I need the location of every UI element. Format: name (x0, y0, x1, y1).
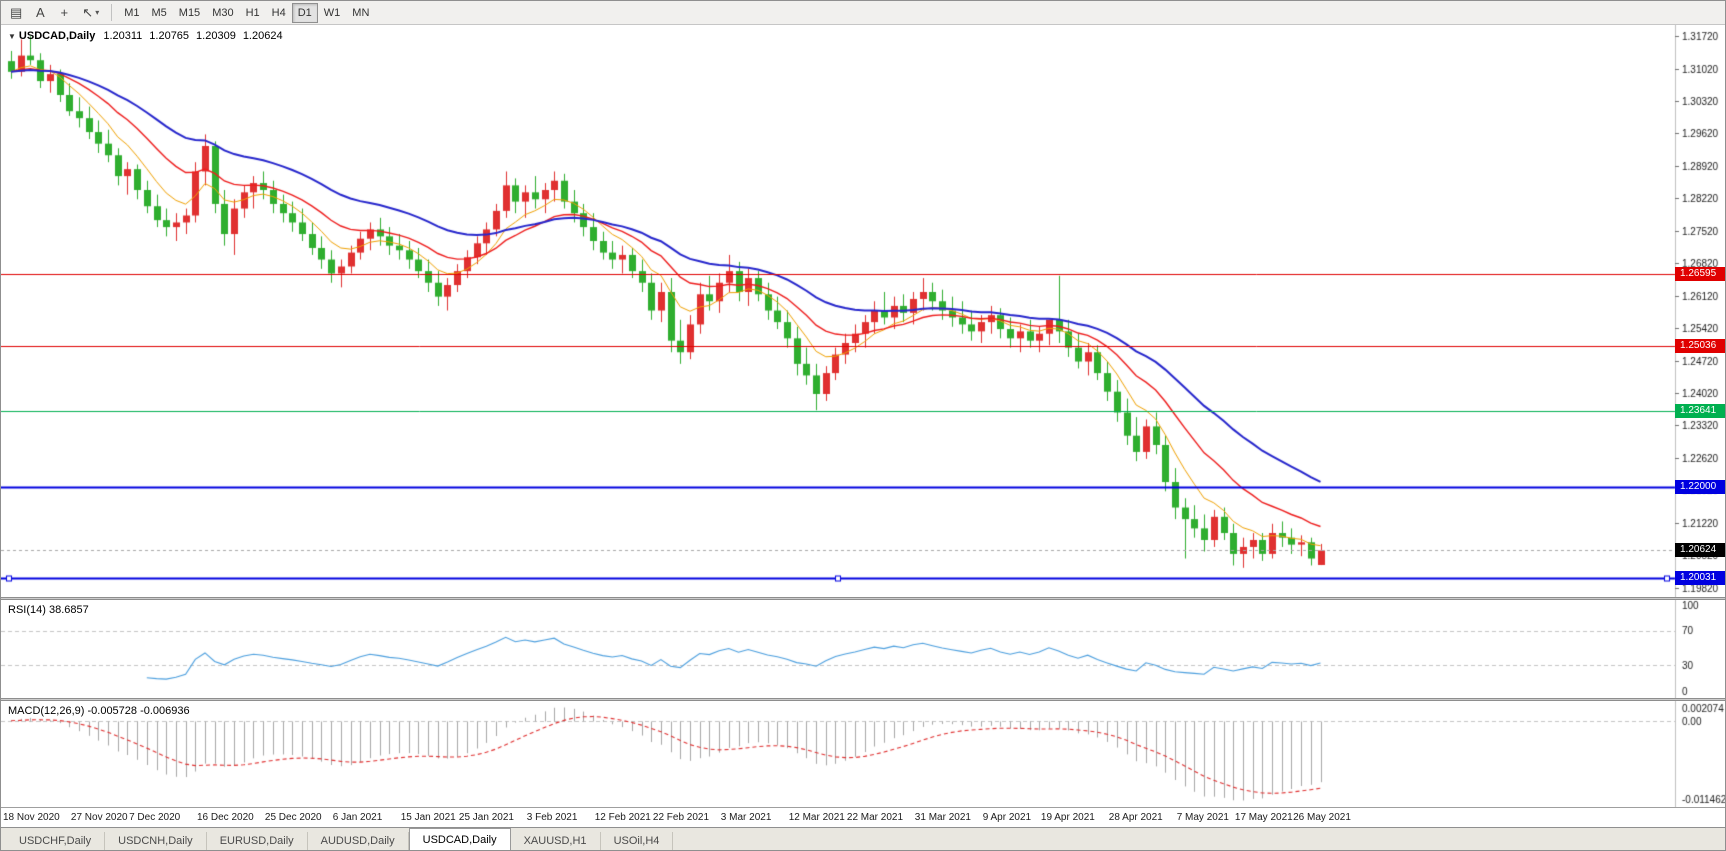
date-label: 12 Mar 2021 (788, 812, 845, 823)
date-label: 26 May 2021 (1293, 812, 1351, 823)
date-label: 7 May 2021 (1176, 812, 1229, 823)
ohlc-close: 1.20624 (242, 30, 283, 42)
panel-divider[interactable] (1, 698, 1725, 701)
date-label: 12 Feb 2021 (594, 812, 651, 823)
macd-indicator-label: MACD(12,26,9) -0.005728 -0.006936 (8, 705, 190, 717)
hline-price-tag[interactable]: 1.22000 (1675, 479, 1725, 494)
current-price-tag: 1.20624 (1675, 543, 1725, 558)
date-label: 27 Nov 2020 (70, 812, 128, 823)
date-label: 17 May 2021 (1234, 812, 1293, 823)
timeframe-mn-button[interactable]: MN (346, 3, 375, 23)
symbol-tabbar: USDCHF,Daily USDCNH,Daily EURUSD,Daily A… (1, 827, 1725, 850)
draw-arrow-icon: ↖ (82, 4, 94, 20)
hline-price-tag[interactable]: 1.20031 (1675, 570, 1725, 585)
rsi-name: RSI(14) (8, 604, 46, 616)
chart-symbol-label: USDCAD,Daily (18, 30, 96, 42)
hline-price-tag[interactable]: 1.26595 (1675, 266, 1725, 281)
timeframe-m1-button[interactable]: M1 (118, 3, 145, 23)
macd-panel-canvas[interactable] (1, 701, 1725, 807)
tab-usdcad-daily[interactable]: USDCAD,Daily (408, 828, 511, 850)
tab-xauusd-h1[interactable]: XAUUSD,H1 (511, 832, 601, 850)
main-chart-canvas[interactable] (1, 25, 1725, 597)
timeframe-w1-button[interactable]: W1 (318, 3, 347, 23)
hline-price-tag[interactable]: 1.25036 (1675, 338, 1725, 353)
rsi-indicator-label: RSI(14) 38.6857 (8, 604, 89, 616)
collapse-triangle-icon[interactable]: ▼ (8, 32, 16, 41)
font-tool-icon: A (35, 5, 45, 20)
panel-divider[interactable] (1, 597, 1725, 600)
tab-audusd-daily[interactable]: AUDUSD,Daily (308, 832, 409, 850)
chart-title: ▼ USDCAD,Daily 1.20311 1.20765 1.20309 1.2062… (8, 30, 290, 42)
timeframe-m30-button[interactable]: M30 (206, 3, 239, 23)
macd-values: -0.005728 -0.006936 (87, 705, 190, 717)
timeframe-h1-button[interactable]: H1 (240, 3, 266, 23)
toolbar-separator (111, 4, 113, 21)
rsi-value: 38.6857 (48, 604, 89, 616)
timeframe-m15-button[interactable]: M15 (173, 3, 206, 23)
tab-usdchf-daily[interactable]: USDCHF,Daily (6, 832, 106, 850)
date-label: 3 Feb 2021 (526, 812, 578, 823)
tab-usdcnh-daily[interactable]: USDCNH,Daily (105, 832, 207, 850)
date-label: 31 Mar 2021 (914, 812, 971, 823)
date-label: 15 Jan 2021 (400, 812, 456, 823)
charts-grid-button[interactable]: ▤ (4, 3, 28, 23)
timeframe-h4-button[interactable]: H4 (266, 3, 292, 23)
tab-eurusd-daily[interactable]: EURUSD,Daily (207, 832, 308, 850)
charts-grid-icon: ▤ (10, 4, 23, 20)
timeframe-m5-button[interactable]: M5 (146, 3, 173, 23)
crosshair-button[interactable]: + (52, 3, 76, 23)
draw-tool-button[interactable]: ↖ ▾ (76, 3, 105, 23)
font-tool-button[interactable]: A (28, 3, 52, 23)
date-label: 7 Dec 2020 (129, 812, 181, 823)
ohlc-low: 1.20309 (196, 30, 236, 42)
ohlc-high: 1.20765 (149, 30, 190, 42)
rsi-panel-canvas[interactable] (1, 600, 1725, 698)
tab-usoil-h4[interactable]: USOil,H4 (601, 832, 674, 850)
date-label: 6 Jan 2021 (332, 812, 383, 823)
date-label: 9 Apr 2021 (982, 812, 1032, 823)
hline-price-tag[interactable]: 1.23641 (1675, 403, 1725, 418)
date-label: 28 Apr 2021 (1108, 812, 1163, 823)
date-label: 22 Feb 2021 (652, 812, 710, 823)
date-label: 25 Jan 2021 (458, 812, 514, 823)
date-label: 18 Nov 2020 (3, 812, 60, 823)
dropdown-caret-icon: ▾ (95, 8, 100, 17)
date-label: 16 Dec 2020 (197, 812, 254, 823)
timeframe-d1-button[interactable]: D1 (291, 2, 318, 23)
date-label: 19 Apr 2021 (1040, 812, 1095, 823)
date-label: 3 Mar 2021 (720, 812, 772, 823)
ohlc-open: 1.20311 (103, 30, 143, 42)
top-toolbar: ▤ A + ↖ ▾ M1 M5 M15 M30 H1 H4 D1 W1 MN (1, 1, 1725, 25)
macd-name: MACD(12,26,9) (8, 705, 85, 717)
crosshair-icon: + (60, 5, 69, 20)
date-label: 22 Mar 2021 (846, 812, 904, 823)
date-label: 25 Dec 2020 (264, 812, 322, 823)
time-axis: 18 Nov 2020 27 Nov 2020 7 Dec 2020 16 Dec 2… (1, 807, 1725, 827)
